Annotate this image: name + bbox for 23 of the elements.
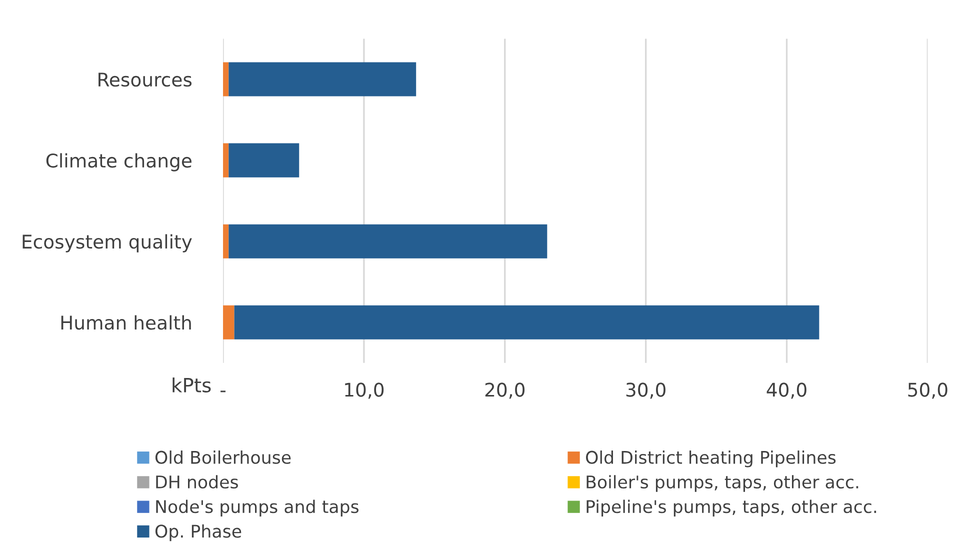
y-tick-label: Ecosystem quality [22, 234, 192, 252]
bar [228, 62, 416, 96]
bar [228, 224, 548, 258]
y-tick-label: Resources [98, 72, 192, 87]
legend-label: Old District heating Pipelines [586, 450, 836, 468]
x-tick-label: 20,0 [485, 382, 525, 399]
bar [228, 143, 300, 178]
x-axis-title: kPts [172, 377, 211, 393]
x-tick-label: 40,0 [766, 382, 806, 399]
x-tick-label: 10,0 [345, 382, 384, 399]
y-tick-label: Human health [61, 315, 191, 330]
y-tick-label: Climate change [46, 153, 192, 172]
x-tick-label: - [220, 390, 226, 392]
x-tick-label: 30,0 [626, 382, 666, 399]
legend-label: Boiler's pumps, taps, other acc. [586, 475, 858, 492]
legend-label: Old Boilerhouse [155, 450, 291, 464]
bar [234, 305, 820, 340]
legend-label: Node's pumps and taps [156, 500, 358, 517]
legend-label: Op. Phase [155, 524, 242, 542]
bar [223, 305, 234, 340]
legend-label: DH nodes [156, 475, 238, 489]
x-tick-label: 50,0 [908, 382, 948, 399]
legend-label: Pipeline's pumps, taps, other acc. [586, 500, 876, 517]
